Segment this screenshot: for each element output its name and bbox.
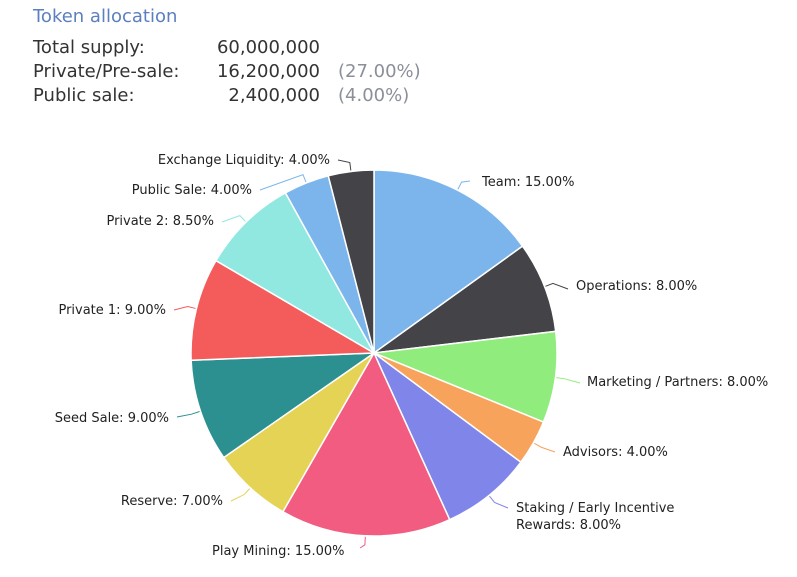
connector-line: [337, 159, 352, 171]
connector-line: [489, 495, 509, 509]
chart-title: Token allocation: [33, 6, 178, 27]
pie-slice-play-mining[interactable]: [281, 351, 451, 537]
summary-label: Public sale:: [33, 85, 135, 106]
summary-percent: (27.00%): [338, 61, 421, 82]
pie-slice-team[interactable]: [373, 169, 524, 355]
pie-slice-private-2[interactable]: [214, 191, 376, 356]
slice-label: Exchange Liquidity: 4.00%: [158, 153, 330, 168]
pie-slice-operations[interactable]: [373, 245, 557, 354]
pie-slice-staking-early-incentive-rewards[interactable]: [373, 352, 522, 521]
summary-label: Private/Pre-sale:: [33, 61, 180, 82]
slice-label: Marketing / Partners: 8.00%: [587, 375, 768, 390]
summary-value: 60,000,000: [216, 37, 320, 58]
slice-label: Public Sale: 4.00%: [132, 183, 252, 198]
pie-slice-private-1[interactable]: [190, 259, 377, 362]
summary-label: Total supply:: [33, 37, 145, 58]
slice-label: Reserve: 7.00%: [121, 494, 223, 509]
summary-row-total-supply: Total supply: 60,000,000: [33, 36, 433, 60]
supply-summary: Total supply: 60,000,000 Private/Pre-sal…: [33, 36, 433, 108]
connector-line: [221, 215, 246, 223]
connector-line: [359, 536, 366, 549]
connector-line: [534, 442, 556, 453]
summary-value: 16,200,000: [216, 61, 320, 82]
slice-label: Staking / Early Incentive Rewards: 8.00%: [516, 501, 674, 533]
pie-slice-marketing-partners[interactable]: [373, 330, 558, 424]
summary-percent: (4.00%): [338, 85, 410, 106]
summary-row-public-sale: Public sale: 2,400,000 (4.00%): [33, 84, 433, 108]
connector-line: [259, 173, 307, 191]
pie-slice-exchange-liquidity[interactable]: [327, 169, 375, 354]
slice-label: Advisors: 4.00%: [563, 445, 668, 460]
slice-label: Seed Sale: 9.00%: [55, 411, 169, 426]
summary-value: 2,400,000: [228, 85, 320, 106]
summary-row-private-presale: Private/Pre-sale: 16,200,000 (27.00%): [33, 60, 433, 84]
slice-label: Private 1: 9.00%: [58, 303, 166, 318]
pie-slice-seed-sale[interactable]: [190, 352, 377, 459]
slice-label: Play Mining: 15.00%: [212, 544, 345, 559]
connector-line: [176, 411, 200, 418]
connector-line: [230, 488, 251, 502]
slice-label: Private 2: 8.50%: [106, 214, 214, 229]
connector-line: [173, 305, 196, 311]
connector-line: [545, 282, 569, 290]
connector-line: [457, 180, 471, 190]
slice-label: Team: 15.00%: [481, 175, 574, 190]
connector-line: [556, 377, 581, 384]
slice-label: Operations: 8.00%: [576, 279, 697, 294]
